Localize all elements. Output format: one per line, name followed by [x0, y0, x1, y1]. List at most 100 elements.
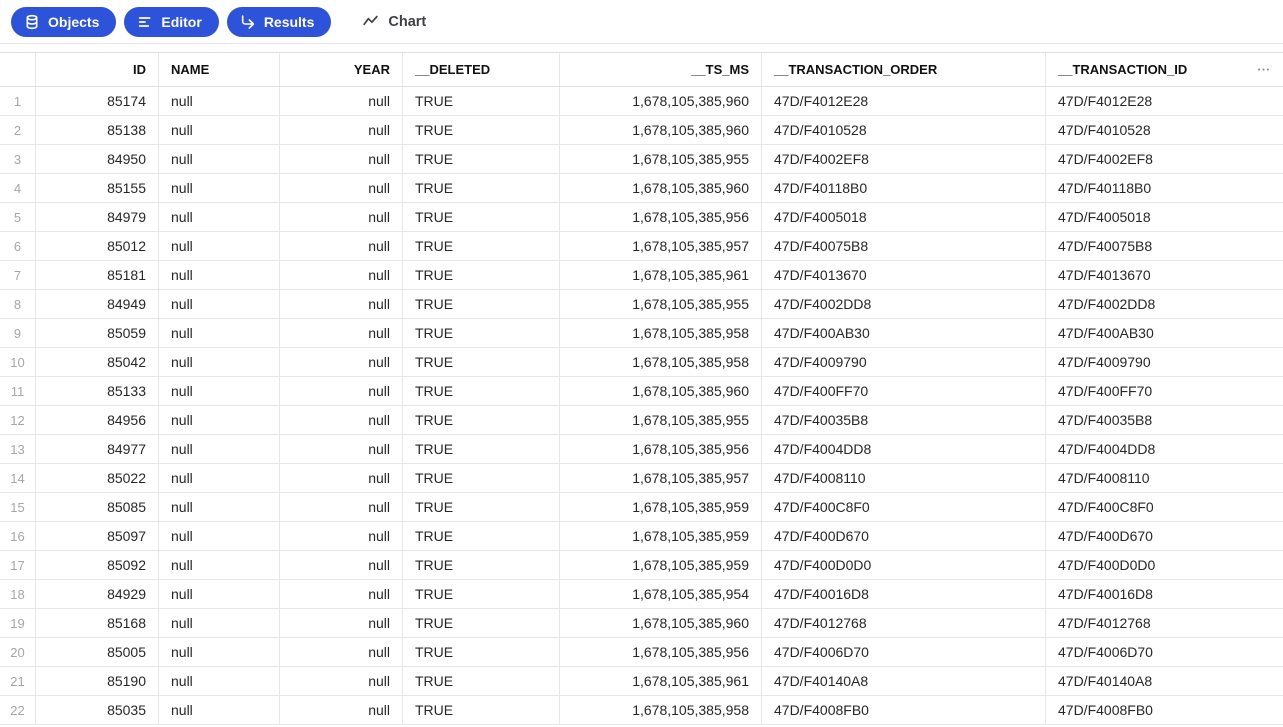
cell-tx_id[interactable]: 47D/F4002DD8	[1058, 296, 1156, 312]
cell-year[interactable]: null	[280, 377, 403, 405]
cell-tx_order[interactable]: 47D/F4002EF8	[762, 145, 1046, 173]
cell-ts_ms[interactable]: 1,678,105,385,961	[560, 261, 762, 289]
cell-deleted[interactable]: TRUE	[403, 290, 560, 318]
cell-name[interactable]: null	[159, 232, 280, 260]
cell-ts_ms[interactable]: 1,678,105,385,956	[560, 203, 762, 231]
cell-id[interactable]: 85138	[36, 116, 159, 144]
cell-year[interactable]: null	[280, 319, 403, 347]
cell-name[interactable]: null	[159, 580, 280, 608]
results-button[interactable]: Results	[226, 6, 332, 37]
cell-tx_id[interactable]: 47D/F400D0D0	[1058, 557, 1156, 573]
cell-tx_order[interactable]: 47D/F400D670	[762, 522, 1046, 550]
cell-tx_order[interactable]: 47D/F400AB30	[762, 319, 1046, 347]
cell-ts_ms[interactable]: 1,678,105,385,956	[560, 435, 762, 463]
cell-tx_order[interactable]: 47D/F40118B0	[762, 174, 1046, 202]
editor-button[interactable]: Editor	[124, 6, 219, 37]
cell-deleted[interactable]: TRUE	[403, 609, 560, 637]
cell-name[interactable]: null	[159, 551, 280, 579]
cell-id[interactable]: 85174	[36, 87, 159, 115]
row-number-cell[interactable]: 11	[0, 377, 36, 405]
cell-tx_id[interactable]: 47D/F4005018	[1058, 209, 1151, 225]
cell-tx_order[interactable]: 47D/F40035B8	[762, 406, 1046, 434]
cell-name[interactable]: null	[159, 290, 280, 318]
row-number-cell[interactable]: 1	[0, 87, 36, 115]
cell-deleted[interactable]: TRUE	[403, 638, 560, 666]
cell-year[interactable]: null	[280, 116, 403, 144]
objects-button[interactable]: Objects	[11, 6, 117, 37]
cell-year[interactable]: null	[280, 551, 403, 579]
cell-tx_order[interactable]: 47D/F400D0D0	[762, 551, 1046, 579]
cell-year[interactable]: null	[280, 493, 403, 521]
cell-tx_order[interactable]: 47D/F4012E28	[762, 87, 1046, 115]
cell-year[interactable]: null	[280, 522, 403, 550]
column-header-name[interactable]: NAME	[159, 53, 280, 86]
cell-id[interactable]: 85133	[36, 377, 159, 405]
cell-tx_order[interactable]: 47D/F4012768	[762, 609, 1046, 637]
cell-id[interactable]: 85035	[36, 696, 159, 724]
cell-name[interactable]: null	[159, 435, 280, 463]
cell-name[interactable]: null	[159, 667, 280, 695]
cell-year[interactable]: null	[280, 145, 403, 173]
cell-ts_ms[interactable]: 1,678,105,385,958	[560, 348, 762, 376]
cell-id[interactable]: 85181	[36, 261, 159, 289]
cell-ts_ms[interactable]: 1,678,105,385,955	[560, 406, 762, 434]
cell-name[interactable]: null	[159, 406, 280, 434]
cell-tx_id[interactable]: 47D/F40075B8	[1058, 238, 1153, 254]
cell-tx_id[interactable]: 47D/F4010528	[1058, 122, 1151, 138]
column-header-tx_id[interactable]: __TRANSACTION_ID	[1046, 53, 1283, 86]
cell-id[interactable]: 84950	[36, 145, 159, 173]
cell-tx_id[interactable]: 47D/F40035B8	[1058, 412, 1153, 428]
cell-tx_id[interactable]: 47D/F400C8F0	[1058, 499, 1154, 515]
cell-deleted[interactable]: TRUE	[403, 174, 560, 202]
cell-deleted[interactable]: TRUE	[403, 203, 560, 231]
cell-name[interactable]: null	[159, 464, 280, 492]
cell-name[interactable]: null	[159, 116, 280, 144]
cell-deleted[interactable]: TRUE	[403, 261, 560, 289]
cell-ts_ms[interactable]: 1,678,105,385,960	[560, 174, 762, 202]
cell-ts_ms[interactable]: 1,678,105,385,961	[560, 667, 762, 695]
row-number-cell[interactable]: 12	[0, 406, 36, 434]
cell-id[interactable]: 85022	[36, 464, 159, 492]
cell-tx_id[interactable]: 47D/F400D670	[1058, 528, 1153, 544]
cell-id[interactable]: 85097	[36, 522, 159, 550]
cell-tx_id[interactable]: 47D/F4009790	[1058, 354, 1151, 370]
cell-deleted[interactable]: TRUE	[403, 435, 560, 463]
cell-tx_order[interactable]: 47D/F40140A8	[762, 667, 1046, 695]
row-number-cell[interactable]: 16	[0, 522, 36, 550]
cell-tx_id[interactable]: 47D/F4002EF8	[1058, 151, 1153, 167]
cell-tx_id[interactable]: 47D/F40118B0	[1058, 180, 1152, 196]
row-number-cell[interactable]: 5	[0, 203, 36, 231]
cell-ts_ms[interactable]: 1,678,105,385,957	[560, 232, 762, 260]
row-number-cell[interactable]: 2	[0, 116, 36, 144]
cell-tx_id[interactable]: 47D/F40016D8	[1058, 586, 1153, 602]
row-number-cell[interactable]: 15	[0, 493, 36, 521]
cell-deleted[interactable]: TRUE	[403, 377, 560, 405]
cell-deleted[interactable]: TRUE	[403, 551, 560, 579]
row-number-cell[interactable]: 14	[0, 464, 36, 492]
cell-deleted[interactable]: TRUE	[403, 348, 560, 376]
cell-tx_order[interactable]: 47D/F4013670	[762, 261, 1046, 289]
row-number-cell[interactable]: 7	[0, 261, 36, 289]
cell-year[interactable]: null	[280, 290, 403, 318]
cell-tx_order[interactable]: 47D/F400C8F0	[762, 493, 1046, 521]
cell-deleted[interactable]: TRUE	[403, 580, 560, 608]
cell-id[interactable]: 84977	[36, 435, 159, 463]
cell-id[interactable]: 85042	[36, 348, 159, 376]
cell-name[interactable]: null	[159, 609, 280, 637]
cell-ts_ms[interactable]: 1,678,105,385,954	[560, 580, 762, 608]
chart-toggle[interactable]: Chart	[362, 13, 426, 30]
cell-id[interactable]: 85155	[36, 174, 159, 202]
cell-id[interactable]: 85092	[36, 551, 159, 579]
cell-year[interactable]: null	[280, 667, 403, 695]
cell-id[interactable]: 85012	[36, 232, 159, 260]
cell-tx_order[interactable]: 47D/F4002DD8	[762, 290, 1046, 318]
cell-tx_order[interactable]: 47D/F4009790	[762, 348, 1046, 376]
cell-year[interactable]: null	[280, 638, 403, 666]
cell-deleted[interactable]: TRUE	[403, 319, 560, 347]
cell-id[interactable]: 84949	[36, 290, 159, 318]
cell-ts_ms[interactable]: 1,678,105,385,956	[560, 638, 762, 666]
row-number-cell[interactable]: 8	[0, 290, 36, 318]
row-number-cell[interactable]: 17	[0, 551, 36, 579]
cell-tx_id[interactable]: 47D/F40140A8	[1058, 673, 1153, 689]
row-number-cell[interactable]: 19	[0, 609, 36, 637]
